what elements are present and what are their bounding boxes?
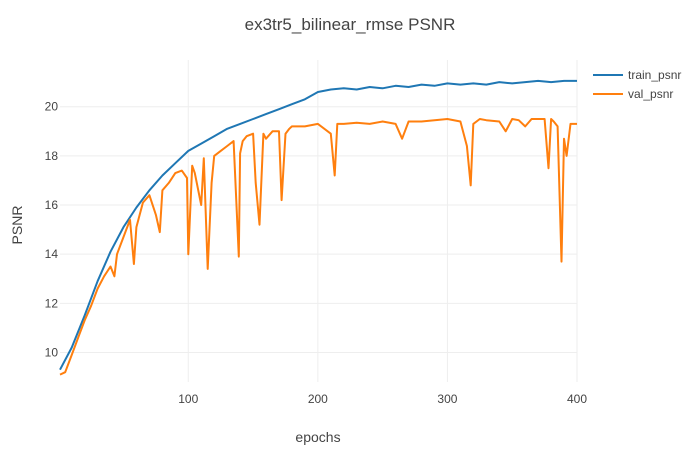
grid: [60, 60, 578, 382]
x-axis-ticks: 100 200 300 400: [178, 392, 587, 406]
series-line-val-psnr: [59, 118, 577, 376]
legend-label-val-psnr: val_psnr: [628, 87, 673, 101]
y-axis-title: PSNR: [9, 206, 25, 245]
x-tick-label: 400: [567, 392, 587, 406]
y-tick-label: 12: [45, 296, 59, 310]
x-tick-label: 300: [437, 392, 457, 406]
legend: train_psnr val_psnr: [593, 68, 681, 101]
y-tick-label: 20: [45, 100, 59, 114]
y-tick-label: 10: [45, 346, 59, 360]
y-axis-ticks: 10 12 14 16 18 20: [45, 100, 59, 360]
series-line-train-psnr: [59, 79, 577, 371]
x-tick-label: 200: [308, 392, 328, 406]
x-axis-title: epochs: [295, 429, 340, 445]
y-tick-label: 14: [45, 247, 59, 261]
series-lines: [59, 79, 577, 376]
x-tick-label: 100: [178, 392, 198, 406]
y-tick-label: 16: [45, 198, 59, 212]
legend-label-train-psnr: train_psnr: [628, 68, 681, 82]
y-tick-label: 18: [45, 149, 59, 163]
chart-title: ex3tr5_bilinear_rmse PSNR: [245, 15, 456, 34]
